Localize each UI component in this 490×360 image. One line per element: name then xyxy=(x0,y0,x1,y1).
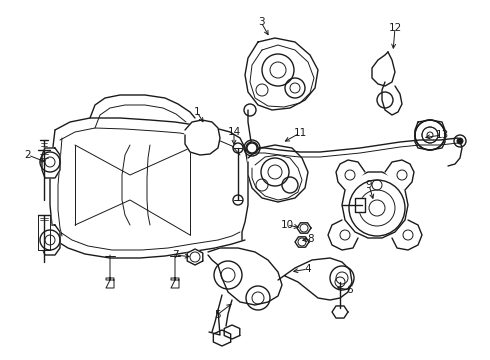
Text: 9: 9 xyxy=(366,180,372,190)
Polygon shape xyxy=(42,225,60,255)
Text: 13: 13 xyxy=(436,130,449,140)
Text: 3: 3 xyxy=(258,17,264,27)
Polygon shape xyxy=(42,148,60,178)
Polygon shape xyxy=(372,52,395,86)
Text: 14: 14 xyxy=(227,127,241,137)
Circle shape xyxy=(457,138,463,144)
Text: 2: 2 xyxy=(24,150,31,160)
Polygon shape xyxy=(382,82,402,115)
Polygon shape xyxy=(209,310,220,335)
Polygon shape xyxy=(392,220,422,250)
Circle shape xyxy=(246,142,258,154)
Text: 8: 8 xyxy=(308,234,314,244)
Polygon shape xyxy=(297,223,311,233)
Text: 11: 11 xyxy=(294,128,307,138)
Polygon shape xyxy=(385,160,414,190)
Polygon shape xyxy=(245,38,318,110)
Polygon shape xyxy=(185,120,220,155)
Polygon shape xyxy=(355,198,365,212)
Polygon shape xyxy=(248,145,308,202)
Text: 6: 6 xyxy=(347,285,353,295)
Polygon shape xyxy=(224,325,240,339)
Text: 12: 12 xyxy=(389,23,402,33)
Text: 7: 7 xyxy=(172,250,178,260)
Polygon shape xyxy=(278,258,352,300)
Polygon shape xyxy=(295,237,309,247)
Text: 5: 5 xyxy=(214,310,220,320)
Polygon shape xyxy=(328,220,358,250)
Polygon shape xyxy=(38,215,50,250)
Text: 10: 10 xyxy=(280,220,294,230)
Text: 1: 1 xyxy=(194,107,200,117)
Polygon shape xyxy=(213,330,231,346)
Polygon shape xyxy=(342,172,408,238)
Polygon shape xyxy=(336,160,365,190)
Polygon shape xyxy=(187,249,203,265)
Polygon shape xyxy=(332,306,348,318)
Polygon shape xyxy=(415,120,445,150)
Text: 4: 4 xyxy=(305,264,311,274)
Circle shape xyxy=(427,132,433,138)
Polygon shape xyxy=(208,248,282,305)
